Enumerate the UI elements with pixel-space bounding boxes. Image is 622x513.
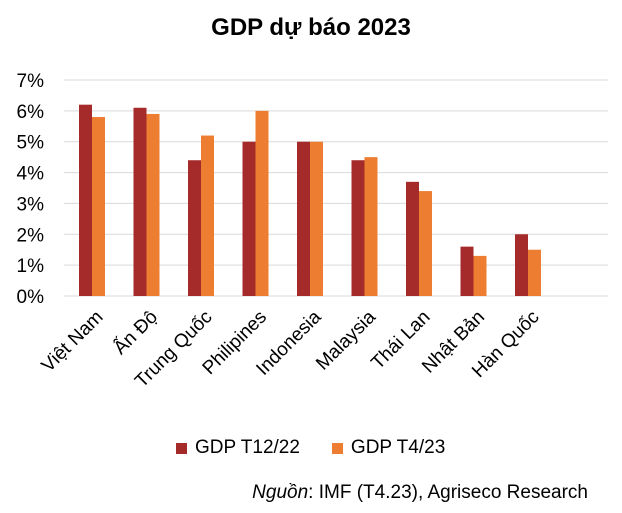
y-tick-label: 2% (17, 225, 45, 246)
x-category-label: Việt Nam (38, 307, 108, 377)
bar-1 (460, 246, 474, 296)
bar-2 (419, 191, 432, 296)
y-tick-label: 3% (17, 194, 45, 215)
bar-2 (255, 110, 269, 296)
source-label: Nguồn (252, 482, 309, 503)
bar-1 (351, 160, 365, 296)
source-note: Nguồn: IMF (T4.23), Agriseco Research (252, 482, 588, 504)
y-tick-label: 0% (17, 287, 45, 308)
bars (79, 104, 541, 297)
y-axis-ticks: 0% 1% 2% 3% 4% 5% 6% 7% (17, 71, 45, 308)
y-tick-label: 7% (17, 71, 45, 92)
bar-1 (133, 107, 147, 297)
legend-label-series-1: GDP T12/22 (195, 437, 300, 458)
bar-2 (528, 249, 541, 296)
bar-2 (473, 255, 487, 296)
x-category-label: Malaysia (312, 306, 380, 374)
legend-item-series-1: GDP T12/22 (176, 437, 300, 459)
bar-2 (310, 141, 323, 296)
legend-swatch-series-1 (176, 442, 187, 454)
y-tick-label: 1% (17, 256, 45, 277)
bar-1 (406, 181, 419, 296)
bar-1 (297, 141, 310, 296)
source-text: : IMF (T4.23), Agriseco Research (308, 482, 588, 503)
bar-1 (188, 160, 201, 296)
y-tick-label: 5% (17, 133, 45, 154)
bar-2 (92, 117, 105, 297)
bar-2 (201, 135, 214, 296)
chart-title: GDP dự báo 2023 (211, 14, 411, 41)
bar-2 (364, 157, 378, 296)
legend: GDP T12/22 GDP T4/23 (176, 437, 477, 459)
bar-1 (79, 104, 92, 296)
bar-1 (242, 141, 256, 296)
legend-label-series-2: GDP T4/23 (350, 437, 446, 458)
bar-1 (515, 234, 528, 296)
legend-swatch-series-2 (331, 442, 343, 454)
x-category-label: Ấn Độ (109, 306, 162, 359)
y-tick-label: 6% (17, 102, 45, 123)
legend-item-series-2: GDP T4/23 (331, 437, 446, 459)
y-tick-label: 4% (17, 164, 45, 185)
bar-2 (146, 113, 160, 296)
